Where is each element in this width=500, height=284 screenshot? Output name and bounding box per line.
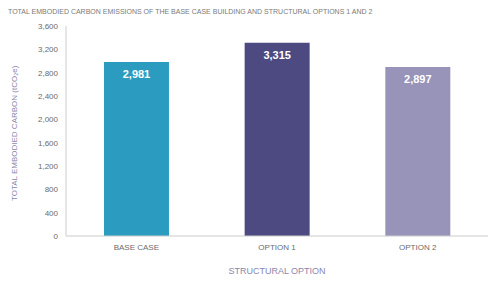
svg-text:3,600: 3,600 [38,22,59,31]
svg-text:1,600: 1,600 [38,139,59,148]
svg-text:3,200: 3,200 [38,45,59,54]
svg-text:OPTION 1: OPTION 1 [258,243,296,252]
svg-text:OPTION 2: OPTION 2 [399,243,437,252]
svg-text:2,897: 2,897 [404,73,432,85]
html-text:TOTAL EMBODIED CARBON EMISSION: TOTAL EMBODIED CARBON EMISSIONS OF THE B… [8,8,373,15]
svg-text:0: 0 [54,232,59,241]
svg-text:TOTAL EMBODIED CARBON (tCO₂e): TOTAL EMBODIED CARBON (tCO₂e) [10,65,19,201]
svg-text:1,200: 1,200 [38,162,59,171]
svg-text:400: 400 [45,209,59,218]
svg-text:3,315: 3,315 [263,49,291,61]
svg-text:2,400: 2,400 [38,92,59,101]
svg-text:2,800: 2,800 [38,69,59,78]
svg-text:800: 800 [45,185,59,194]
svg-text:STRUCTURAL OPTION: STRUCTURAL OPTION [228,266,325,276]
svg-text:BASE CASE: BASE CASE [114,243,159,252]
svg-text:2,981: 2,981 [123,68,151,80]
svg-text:2,000: 2,000 [38,115,59,124]
